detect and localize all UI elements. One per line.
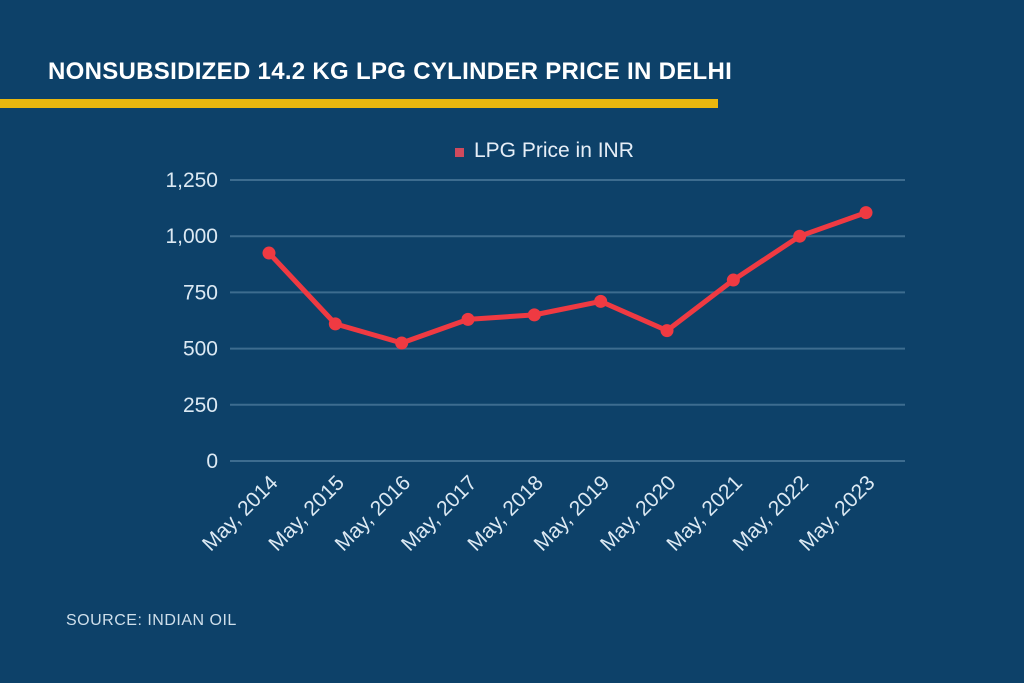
data-point	[660, 324, 674, 338]
data-point	[726, 273, 740, 287]
data-point	[461, 312, 475, 326]
legend: LPG Price in INR	[455, 139, 634, 163]
price-line	[266, 210, 869, 346]
legend-marker-icon	[455, 147, 464, 157]
source-note: SOURCE: INDIAN OIL	[66, 612, 237, 629]
legend-label: LPG Price in INR	[474, 139, 634, 162]
data-point	[527, 308, 541, 322]
data-point	[328, 317, 342, 331]
y-tick-label: 500	[183, 338, 218, 361]
data-point	[262, 246, 276, 260]
y-tick-label: 250	[183, 394, 218, 417]
y-tick-label: 1,250	[165, 169, 218, 192]
chart-title: NONSUBSIDIZED 14.2 KG LPG CYLINDER PRICE…	[48, 58, 733, 85]
title-underline-bar	[0, 99, 718, 108]
y-tick-label: 750	[183, 281, 218, 304]
y-tick-label: 0	[206, 450, 218, 473]
data-point	[395, 336, 409, 350]
y-tick-label: 1,000	[165, 225, 218, 248]
data-point	[793, 229, 807, 243]
data-point	[859, 206, 873, 220]
data-point	[594, 294, 608, 308]
